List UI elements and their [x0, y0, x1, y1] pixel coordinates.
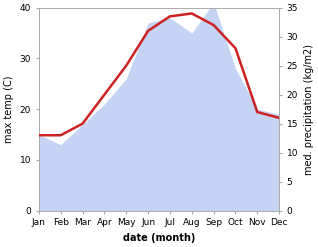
- X-axis label: date (month): date (month): [123, 233, 195, 243]
- Y-axis label: med. precipitation (kg/m2): med. precipitation (kg/m2): [304, 44, 314, 175]
- Y-axis label: max temp (C): max temp (C): [4, 75, 14, 143]
